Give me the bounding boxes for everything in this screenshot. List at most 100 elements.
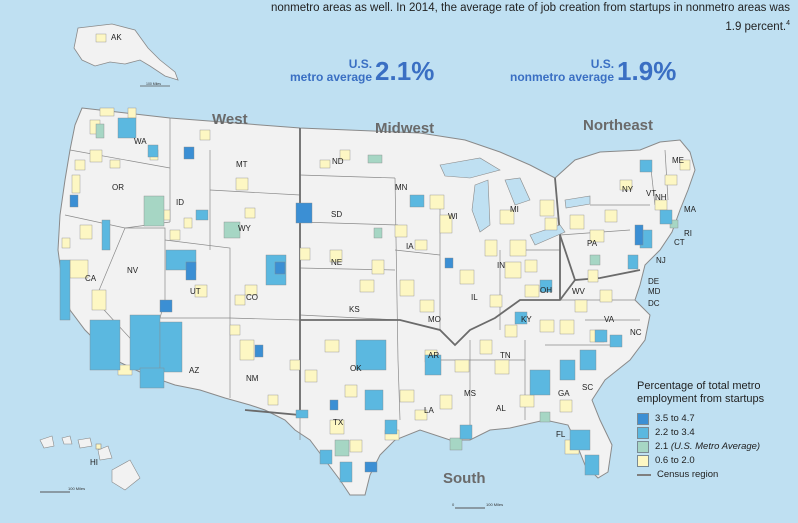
legend-note-average: (U.S. Metro Average) bbox=[670, 441, 761, 452]
main-scale-zero: 0 bbox=[452, 502, 455, 507]
region-label-south: South bbox=[443, 470, 486, 487]
state-label-ks: KS bbox=[349, 305, 360, 314]
state-label-sc: SC bbox=[582, 383, 593, 392]
metro-average-callout: U.S. metro average 2.1% bbox=[290, 56, 435, 86]
state-label-ma: MA bbox=[684, 205, 697, 214]
nonmetro-average-callout: U.S. nonmetro average 1.9% bbox=[510, 56, 677, 86]
state-label-ny: NY bbox=[622, 185, 634, 194]
main-scale-label: 100 Miles bbox=[486, 502, 503, 507]
state-label-mi: MI bbox=[510, 205, 519, 214]
state-label-ga: GA bbox=[558, 389, 570, 398]
state-label-ia: IA bbox=[406, 242, 414, 251]
state-label-co: CO bbox=[246, 293, 258, 302]
state-label-ak: AK bbox=[111, 33, 122, 42]
state-label-nm: NM bbox=[246, 374, 259, 383]
state-label-mn: MN bbox=[395, 183, 408, 192]
great-lakes bbox=[439, 157, 591, 246]
state-label-fl: FL bbox=[556, 430, 566, 439]
state-label-ut: UT bbox=[190, 287, 201, 296]
state-label-dc: DC bbox=[648, 299, 660, 308]
legend-item-high: 3.5 to 4.7 bbox=[637, 412, 797, 425]
alaska-scale-label: 100 Miles bbox=[146, 82, 161, 86]
state-label-il: IL bbox=[471, 293, 478, 302]
hawaii-inset bbox=[39, 435, 141, 491]
contiguous-us bbox=[57, 107, 696, 496]
legend-label-average: 2.1 bbox=[655, 441, 669, 452]
state-label-vt: VT bbox=[646, 189, 656, 198]
alaska-shape bbox=[73, 23, 179, 81]
metro-average-label: metro average bbox=[290, 70, 373, 84]
state-label-tx: TX bbox=[333, 418, 344, 427]
state-label-hi: HI bbox=[90, 458, 98, 467]
legend-label-census: Census region bbox=[657, 469, 719, 480]
legend-census-line bbox=[637, 473, 651, 476]
state-label-la: LA bbox=[424, 406, 434, 415]
state-label-md: MD bbox=[648, 287, 661, 296]
legend-swatch-high bbox=[637, 412, 649, 425]
state-label-ct: CT bbox=[674, 238, 685, 247]
intro-line-2: 1.9 percent.4 bbox=[725, 20, 790, 33]
state-label-mo: MO bbox=[428, 315, 441, 324]
state-label-wi: WI bbox=[448, 212, 458, 221]
map-legend: Percentage of total metro employment fro… bbox=[637, 380, 797, 482]
state-label-ar: AR bbox=[428, 351, 439, 360]
state-label-wv: WV bbox=[572, 287, 586, 296]
region-label-west: West bbox=[212, 111, 248, 128]
state-label-va: VA bbox=[604, 315, 615, 324]
legend-title: Percentage of total metro employment fro… bbox=[637, 380, 765, 405]
intro-line-1: nonmetro areas as well. In 2014, the ave… bbox=[270, 2, 790, 14]
state-label-wa: WA bbox=[134, 137, 147, 146]
state-label-de: DE bbox=[648, 277, 659, 286]
state-label-or: OR bbox=[112, 183, 124, 192]
state-label-nv: NV bbox=[127, 266, 139, 275]
state-label-nd: ND bbox=[332, 157, 344, 166]
state-label-ky: KY bbox=[521, 315, 532, 324]
state-label-al: AL bbox=[496, 404, 506, 413]
state-label-az: AZ bbox=[189, 366, 199, 375]
legend-item-census: Census region bbox=[637, 468, 797, 481]
state-label-ms: MS bbox=[464, 389, 476, 398]
legend-swatch-mid bbox=[637, 426, 649, 439]
state-label-ca: CA bbox=[85, 274, 97, 283]
metro-average-value: 2.1% bbox=[375, 56, 435, 86]
state-label-ok: OK bbox=[350, 364, 362, 373]
state-label-ri: RI bbox=[684, 229, 692, 238]
nonmetro-average-prefix: U.S. bbox=[590, 57, 615, 71]
state-label-nj: NJ bbox=[656, 256, 666, 265]
state-label-id: ID bbox=[176, 198, 184, 207]
nonmetro-average-label: nonmetro average bbox=[510, 70, 615, 84]
state-label-me: ME bbox=[672, 156, 684, 165]
metro-average-prefix: U.S. bbox=[348, 57, 373, 71]
legend-item-low: 0.6 to 2.0 bbox=[637, 454, 797, 467]
state-label-wy: WY bbox=[238, 224, 252, 233]
region-label-midwest: Midwest bbox=[375, 120, 434, 137]
legend-item-average: 2.1 (U.S. Metro Average) bbox=[637, 440, 797, 453]
state-label-oh: OH bbox=[540, 286, 552, 295]
intro-text: nonmetro areas as well. In 2014, the ave… bbox=[150, 0, 790, 35]
state-label-in: IN bbox=[497, 261, 505, 270]
state-label-pa: PA bbox=[587, 239, 598, 248]
footnote-ref: 4 bbox=[786, 20, 790, 27]
legend-label-mid: 2.2 to 3.4 bbox=[655, 427, 695, 438]
state-label-sd: SD bbox=[331, 210, 342, 219]
state-label-mt: MT bbox=[236, 160, 248, 169]
state-label-tn: TN bbox=[500, 351, 511, 360]
state-label-nh: NH bbox=[655, 193, 667, 202]
legend-label-low: 0.6 to 2.0 bbox=[655, 455, 695, 466]
main-scale-bar: 0 100 Miles bbox=[452, 502, 503, 509]
alaska-inset: AK 100 Miles bbox=[73, 23, 179, 87]
metro-areas bbox=[59, 107, 691, 483]
state-label-nc: NC bbox=[630, 328, 642, 337]
region-label-northeast: Northeast bbox=[583, 117, 653, 134]
hawaii-scale-bar: 100 Miles bbox=[40, 486, 85, 493]
hawaii-scale-label: 100 Miles bbox=[68, 486, 85, 491]
legend-swatch-low bbox=[637, 454, 649, 467]
us-land bbox=[57, 107, 696, 496]
state-borders bbox=[64, 118, 669, 440]
state-label-ne: NE bbox=[331, 258, 342, 267]
legend-swatch-average bbox=[637, 440, 649, 453]
legend-label-high: 3.5 to 4.7 bbox=[655, 413, 695, 424]
legend-item-mid: 2.2 to 3.4 bbox=[637, 426, 797, 439]
nonmetro-average-value: 1.9% bbox=[617, 56, 677, 86]
